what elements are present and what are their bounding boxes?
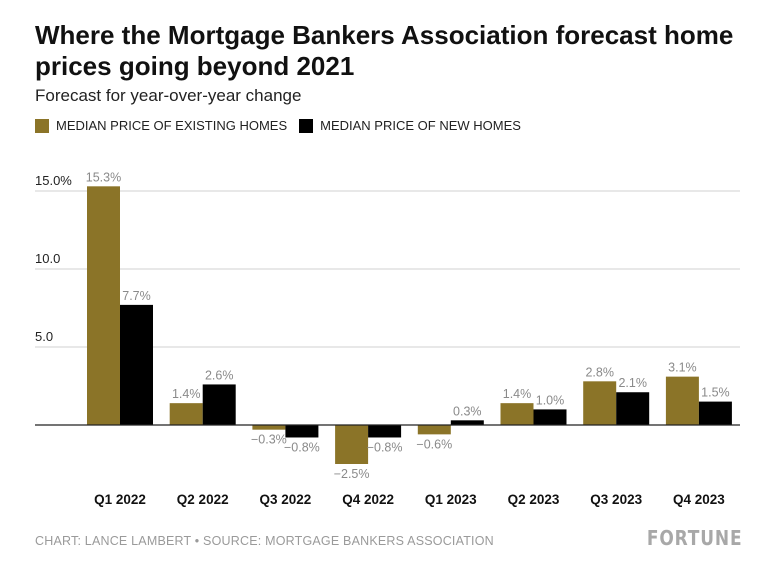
bar	[698, 401, 732, 425]
data-label: −0.6%	[416, 437, 452, 451]
bar	[616, 392, 650, 425]
bar	[120, 304, 153, 425]
chart-title: Where the Mortgage Bankers Association f…	[35, 20, 734, 81]
x-tick-label: Q1 2023	[425, 492, 477, 507]
legend-label-existing: MEDIAN PRICE OF EXISTING HOMES	[56, 118, 288, 133]
bar	[500, 403, 534, 425]
bar	[450, 420, 484, 425]
data-label: 2.8%	[585, 365, 614, 379]
data-label: 1.4%	[172, 387, 201, 401]
bar	[202, 384, 236, 425]
chart-subtitle: Forecast for year-over-year change	[35, 86, 302, 105]
source-credit: CHART: LANCE LAMBERT • SOURCE: MORTGAGE …	[35, 534, 494, 548]
data-label: 15.3%	[86, 170, 121, 184]
legend: MEDIAN PRICE OF EXISTING HOMES MEDIAN PR…	[35, 118, 533, 133]
data-label: 7.7%	[122, 289, 151, 303]
legend-item-existing: MEDIAN PRICE OF EXISTING HOMES	[35, 118, 287, 133]
x-tick-label: Q2 2023	[508, 492, 560, 507]
data-label: 0.3%	[453, 404, 482, 418]
data-label: 1.0%	[536, 393, 565, 407]
bar	[87, 186, 120, 425]
data-label: −0.8%	[367, 440, 403, 454]
legend-item-new: MEDIAN PRICE OF NEW HOMES	[299, 118, 521, 133]
x-tick-label: Q4 2022	[342, 492, 394, 507]
data-label: −2.5%	[334, 467, 370, 481]
bar	[583, 381, 617, 425]
data-label: 1.4%	[503, 387, 532, 401]
legend-swatch-existing	[35, 118, 49, 133]
bar	[368, 425, 402, 438]
data-label: 2.6%	[205, 368, 234, 382]
data-label: −0.3%	[251, 433, 287, 447]
data-label: −0.8%	[284, 440, 320, 454]
y-tick-label: 5.0	[35, 329, 53, 344]
x-tick-label: Q3 2022	[260, 492, 312, 507]
x-tick-label: Q2 2022	[177, 492, 229, 507]
data-label: 1.5%	[701, 386, 730, 400]
x-tick-label: Q1 2022	[94, 492, 146, 507]
bar	[169, 403, 203, 425]
legend-swatch-new	[299, 118, 314, 133]
bar	[335, 425, 369, 464]
x-tick-label: Q3 2023	[590, 492, 642, 507]
legend-label-new: MEDIAN PRICE OF NEW HOMES	[320, 118, 521, 133]
bar	[252, 425, 286, 430]
bar	[417, 425, 451, 435]
y-tick-label: 15.0%	[35, 173, 72, 188]
y-tick-label: 10.0	[35, 251, 60, 266]
data-label: 2.1%	[618, 376, 647, 390]
x-tick-label: Q4 2023	[673, 492, 725, 507]
bar	[285, 425, 319, 438]
data-label: 3.1%	[668, 361, 697, 375]
brand-logo: FORTUNE	[646, 526, 742, 550]
bar	[665, 376, 699, 425]
bar	[533, 409, 567, 425]
